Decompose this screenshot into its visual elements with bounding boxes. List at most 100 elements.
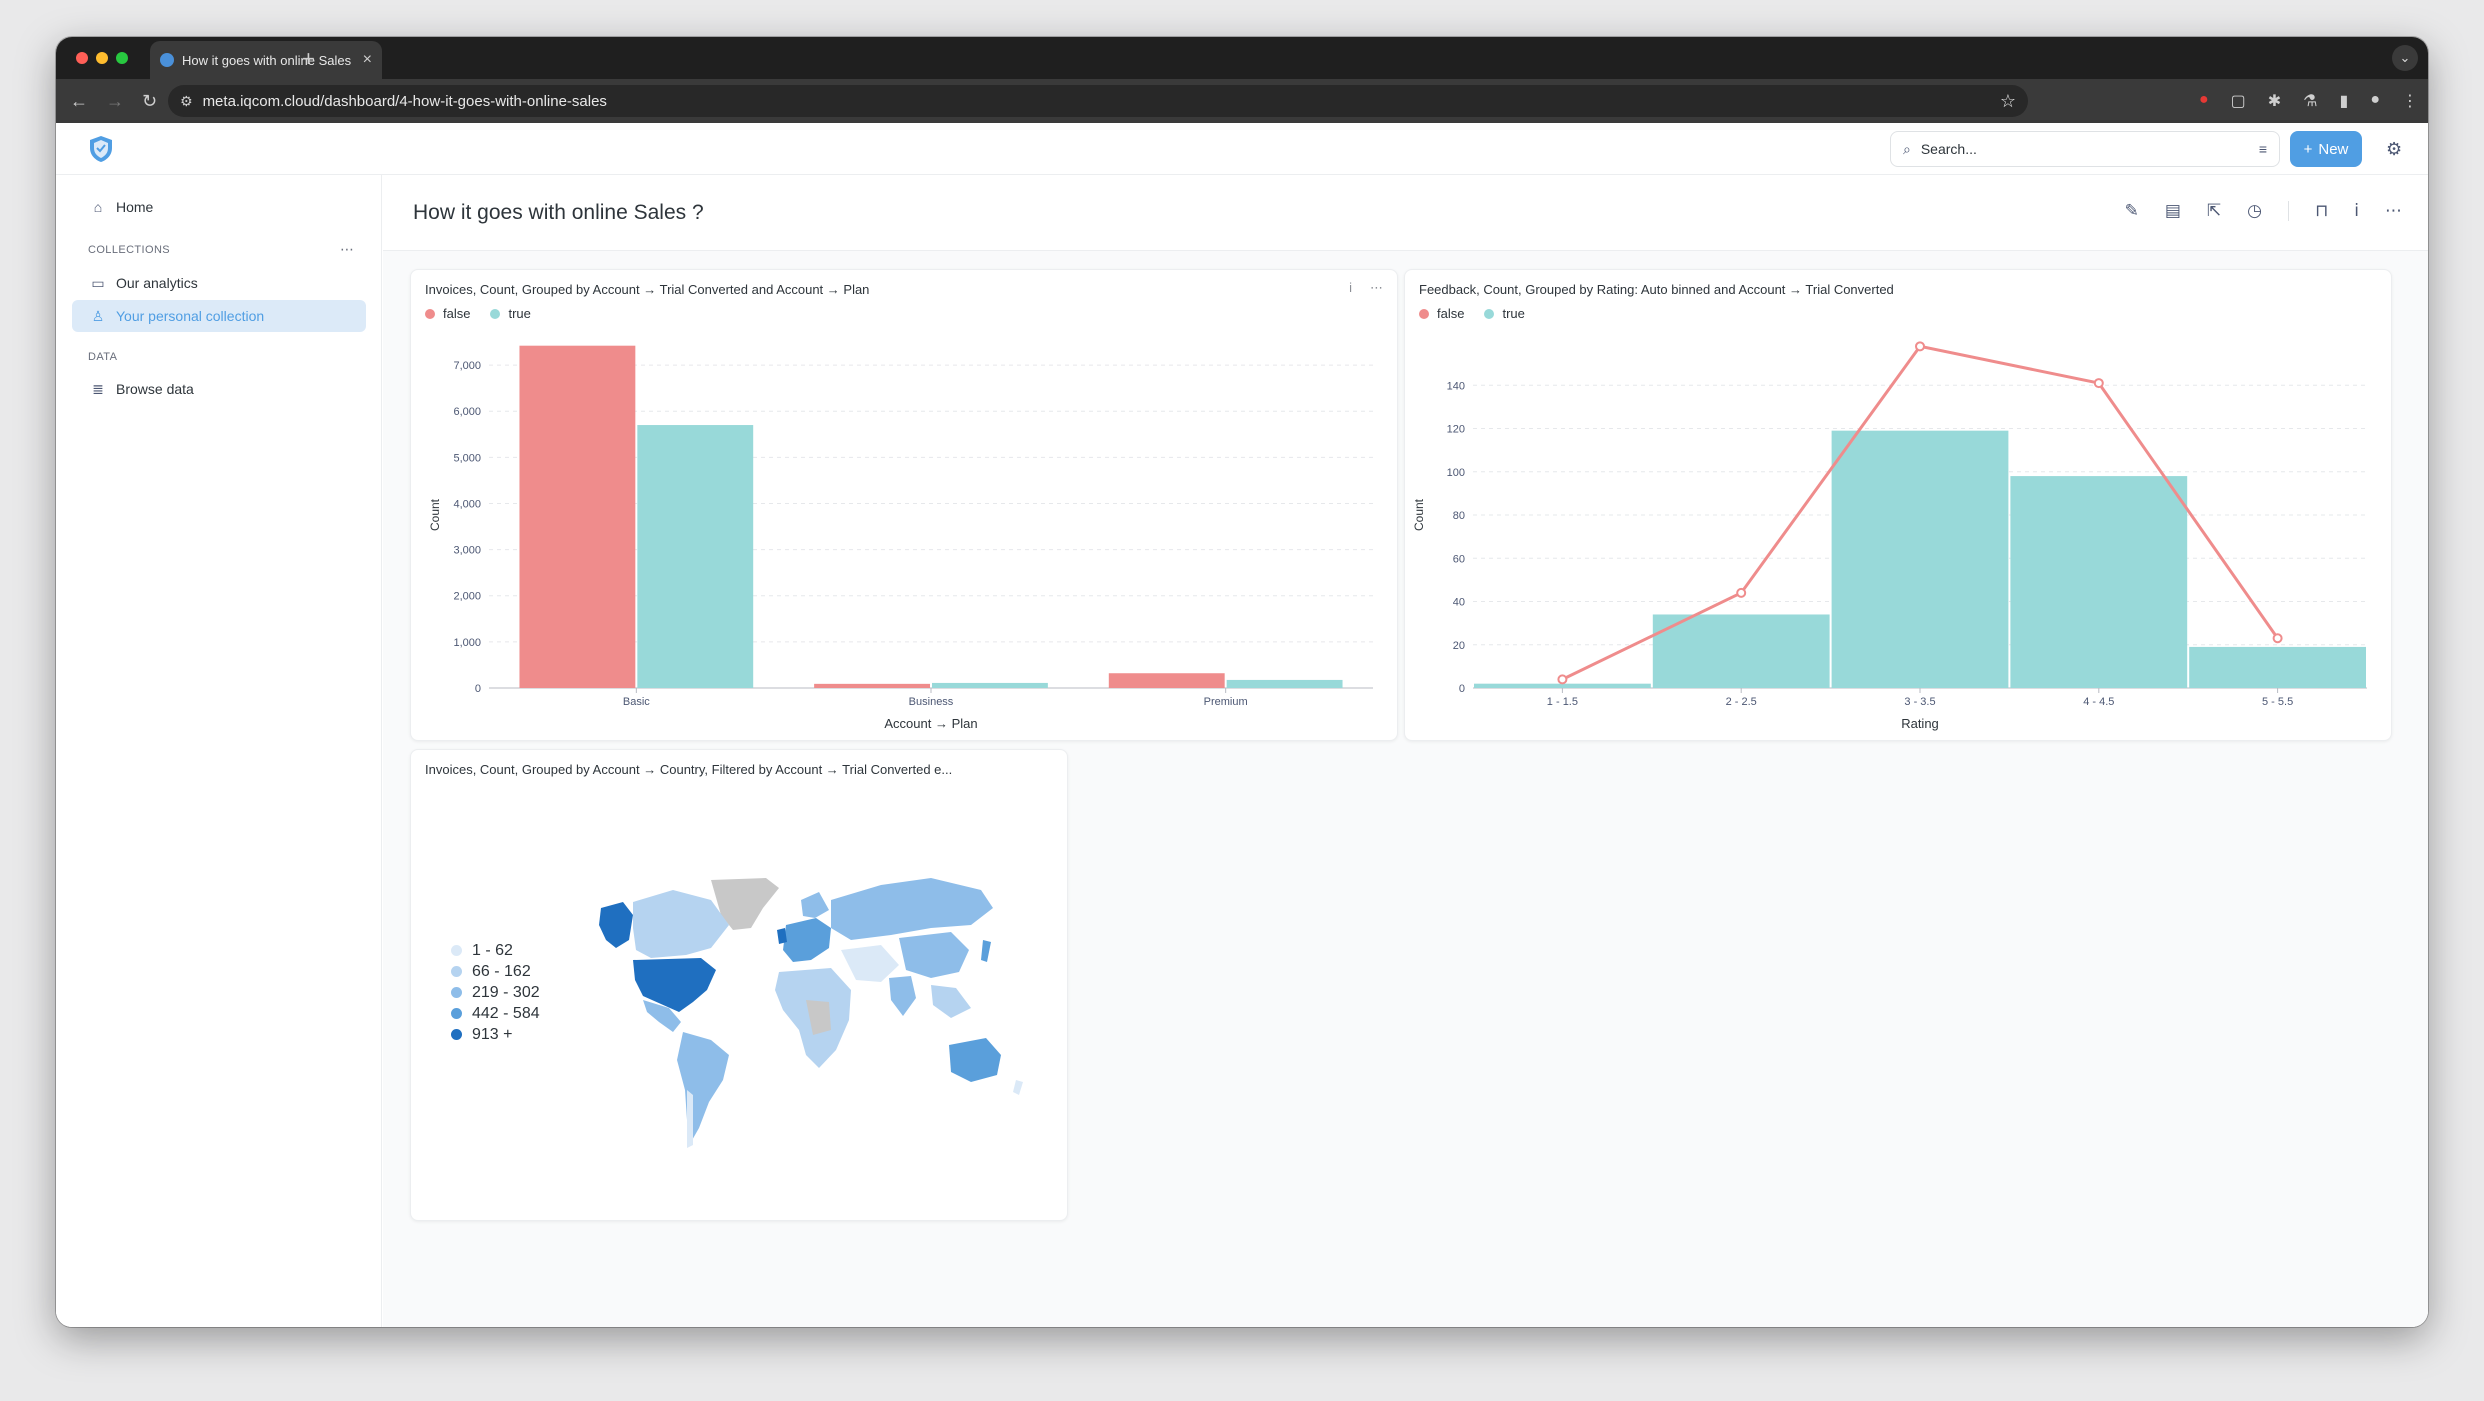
new-tab-button[interactable]: + [302, 46, 315, 71]
map-region-chile[interactable] [687, 1090, 693, 1148]
map-region-alaska[interactable] [599, 902, 633, 948]
browser-tab[interactable]: How it goes with online Sales ? × [150, 41, 382, 79]
legend-item[interactable]: true [1484, 306, 1525, 321]
sidebar-item-personal-collection[interactable]: ♙ Your personal collection [72, 300, 366, 332]
forward-arrow-icon[interactable]: → [106, 91, 124, 111]
map-region-usa[interactable] [633, 958, 716, 1012]
more-options-icon[interactable]: ⋯ [1370, 280, 1383, 295]
map-region-australia[interactable] [949, 1038, 1001, 1082]
map-region-new-zealand[interactable] [1013, 1080, 1023, 1095]
map-region-japan[interactable] [981, 940, 991, 962]
site-settings-icon[interactable]: ⚙ [180, 92, 193, 109]
map-region-middle-east[interactable] [841, 945, 899, 982]
maximize-window-button[interactable] [116, 52, 128, 64]
labs-flask-icon[interactable]: ⚗ [2303, 93, 2318, 110]
history-clock-icon[interactable]: ◷ [2247, 201, 2262, 220]
map-region-china[interactable] [899, 932, 969, 978]
sidebar-item-browse-data[interactable]: ≣ Browse data [72, 373, 366, 405]
x-tick-label: 4 - 4.5 [2083, 696, 2114, 708]
folder-icon: ▭ [91, 274, 105, 291]
x-tick-label: 5 - 5.5 [2262, 696, 2293, 708]
map-region-uk[interactable] [777, 928, 787, 944]
sidebar-item-our-analytics[interactable]: ▭ Our analytics [72, 267, 366, 299]
map-region-europe[interactable] [783, 918, 831, 962]
map-region-greenland[interactable] [711, 878, 779, 930]
legend-dot [1484, 308, 1495, 319]
tab-search-chevron-icon[interactable]: ⌄ [2392, 45, 2418, 71]
collections-more-icon[interactable]: ⋯ [340, 241, 354, 257]
more-options-icon[interactable]: ⋯ [2385, 201, 2402, 220]
page-title[interactable]: How it goes with online Sales ? [413, 201, 704, 224]
bar-true [1652, 614, 1830, 688]
map-region-scandinavia[interactable] [801, 892, 829, 918]
map-region-south-america[interactable] [677, 1032, 729, 1142]
extension-chat-icon[interactable]: ▢ [2230, 93, 2246, 110]
card-title[interactable]: Feedback, Count, Grouped by Rating: Auto… [1419, 282, 1894, 297]
card-tools: i ⋯ [1349, 280, 1383, 296]
dashcard-invoices-by-country[interactable]: Invoices, Count, Grouped by Account → Co… [410, 749, 1068, 1221]
info-icon[interactable]: i [1349, 280, 1352, 295]
back-arrow-icon[interactable]: ← [70, 91, 88, 111]
map-legend-item[interactable]: 442 - 584 [451, 1003, 540, 1024]
dashcard-invoices-by-plan[interactable]: Invoices, Count, Grouped by Account → Tr… [410, 269, 1398, 741]
close-window-button[interactable] [76, 52, 88, 64]
person-icon: ♙ [91, 307, 105, 324]
legend-item[interactable]: false [425, 306, 470, 321]
y-tick-label: 20 [1453, 640, 1465, 652]
map-region-russia[interactable] [831, 878, 993, 940]
chart-legend: false true [425, 306, 531, 321]
map-region-central-africa[interactable] [806, 1000, 831, 1035]
omnibox[interactable]: ⚙ meta.iqcom.cloud/dashboard/4-how-it-go… [168, 85, 2028, 117]
sidebar-item-home[interactable]: ⌂ Home [72, 191, 366, 223]
extension-red-icon[interactable]: ● [2198, 91, 2209, 108]
bar-true [1474, 683, 1651, 688]
new-button[interactable]: + New [2290, 131, 2362, 167]
bar-true [1831, 430, 2009, 688]
map-region-southeast-asia[interactable] [931, 985, 971, 1018]
app-top-nav: ⌕ ≡ + New ⚙ [56, 123, 2428, 175]
extensions-puzzle-icon[interactable]: ✱ [2267, 93, 2282, 110]
settings-gear-icon[interactable]: ⚙ [2386, 139, 2403, 159]
data-heading: DATA [88, 351, 118, 363]
minimize-window-button[interactable] [96, 52, 108, 64]
card-title[interactable]: Invoices, Count, Grouped by Account → Co… [425, 762, 953, 777]
search-box[interactable]: ⌕ ≡ [1890, 131, 2280, 167]
home-icon: ⌂ [93, 199, 103, 215]
dashcard-feedback-by-rating[interactable]: Feedback, Count, Grouped by Rating: Auto… [1404, 269, 2392, 741]
y-tick-label: 80 [1453, 510, 1465, 522]
app-logo-shield-icon[interactable] [88, 135, 114, 163]
bookmark-star-icon[interactable]: ☆ [1999, 90, 2016, 111]
reload-icon[interactable]: ↻ [142, 91, 158, 111]
map-legend-label: 913 + [472, 1025, 513, 1043]
database-icon: ≣ [92, 380, 104, 397]
tab-title: How it goes with online Sales ? [182, 52, 355, 68]
map-legend-item[interactable]: 66 - 162 [451, 961, 540, 982]
side-panel-icon[interactable]: ▮ [2339, 93, 2349, 110]
card-title[interactable]: Invoices, Count, Grouped by Account → Tr… [425, 282, 870, 297]
map-legend-item[interactable]: 913 + [451, 1024, 540, 1045]
bar-true [637, 425, 754, 688]
close-tab-icon[interactable]: × [362, 51, 372, 68]
dashboard-main: How it goes with online Sales ? ✎ ▤ ⇱ ◷ … [383, 175, 2428, 1327]
search-input[interactable] [1920, 141, 2249, 157]
extension-icons: ● ▢ ✱ ⚗ ▮ ● ⋮ [2199, 91, 2418, 111]
search-filter-icon[interactable]: ≡ [2258, 141, 2267, 157]
share-icon[interactable]: ⇱ [2206, 201, 2222, 220]
profile-icon[interactable]: ● [2370, 91, 2380, 108]
map-region-mexico[interactable] [643, 1000, 681, 1032]
legend-item[interactable]: true [490, 306, 531, 321]
add-to-dashboard-icon[interactable]: ▤ [2164, 201, 2181, 220]
map-region-india[interactable] [889, 976, 916, 1016]
metabase-app: ⌕ ≡ + New ⚙ ⌂ Home COLLECTIONS ⋯ ▭ Our a… [56, 123, 2428, 1327]
info-icon[interactable]: ⅰ [2354, 201, 2359, 220]
edit-pencil-icon[interactable]: ✎ [2124, 201, 2139, 220]
search-icon: ⌕ [1903, 140, 1911, 157]
browser-menu-icon[interactable]: ⋮ [2402, 93, 2418, 110]
url-text[interactable]: meta.iqcom.cloud/dashboard/4-how-it-goes… [202, 92, 607, 110]
map-legend-item[interactable]: 1 - 62 [451, 940, 540, 961]
bookmark-icon[interactable]: ⊓ [2315, 201, 2329, 220]
legend-item[interactable]: false [1419, 306, 1464, 321]
map-legend-item[interactable]: 219 - 302 [451, 982, 540, 1003]
collections-heading: COLLECTIONS [88, 244, 171, 256]
map-region-canada[interactable] [633, 890, 729, 958]
